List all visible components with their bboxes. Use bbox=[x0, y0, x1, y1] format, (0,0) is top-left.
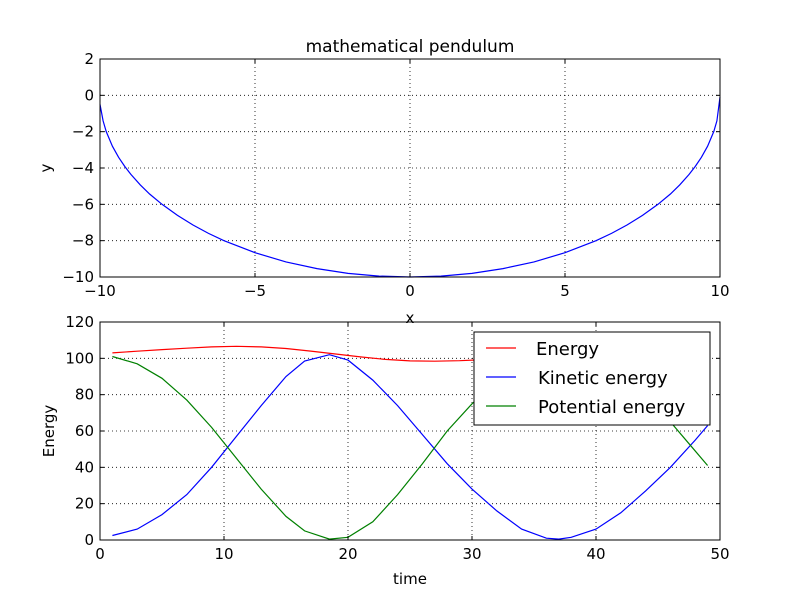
pendulum-ytick-label-3: −4 bbox=[72, 159, 94, 177]
energy-line-energy bbox=[112, 345, 485, 362]
pendulum-xtick-label-2: 0 bbox=[405, 282, 415, 300]
energy-ytick-label-6: 120 bbox=[65, 313, 94, 331]
legend-label-kinetic: Kinetic energy bbox=[538, 368, 668, 389]
energy-ytick-label-5: 100 bbox=[65, 349, 94, 367]
legend-label-energy: Energy bbox=[536, 339, 599, 360]
energy-xtick-label-0: 0 bbox=[95, 545, 105, 563]
pendulum-grid bbox=[100, 59, 720, 277]
energy-ytick-label-4: 80 bbox=[75, 386, 94, 404]
pendulum-xtick-label-1: −5 bbox=[244, 282, 266, 300]
pendulum-ytick-label-6: 2 bbox=[84, 50, 94, 68]
energy-ticks: 0 10 20 30 40 50 0 20 40 60 80 100 120 bbox=[65, 313, 729, 563]
pendulum-xtick-label-3: 5 bbox=[560, 282, 570, 300]
energy-xtick-label-4: 40 bbox=[586, 545, 605, 563]
pendulum-ytick-label-5: 0 bbox=[84, 86, 94, 104]
pendulum-ytick-label-0: −10 bbox=[62, 268, 94, 286]
energy-xtick-label-1: 10 bbox=[214, 545, 233, 563]
pendulum-xtick-label-0: −10 bbox=[84, 282, 116, 300]
energy-ytick-label-0: 0 bbox=[84, 531, 94, 549]
pendulum-ylabel: y bbox=[37, 163, 55, 172]
energy-ytick-label-1: 20 bbox=[75, 495, 94, 513]
energy-series bbox=[112, 345, 709, 540]
energy-line-kinetic-energy bbox=[112, 354, 709, 540]
pendulum-ticks: −10 −5 0 5 10 −10 −8 −6 −4 −2 0 2 bbox=[62, 50, 729, 300]
pendulum-ytick-label-4: −2 bbox=[72, 123, 94, 141]
energy-xtick-label-5: 50 bbox=[710, 545, 729, 563]
pendulum-xlabel: x bbox=[406, 309, 415, 327]
pendulum-xtick-label-4: 10 bbox=[710, 282, 729, 300]
pendulum-ytick-label-2: −6 bbox=[72, 195, 94, 213]
energy-xtick-label-3: 30 bbox=[462, 545, 481, 563]
energy-line-potential-energy bbox=[112, 355, 491, 540]
energy-ytick-label-2: 40 bbox=[75, 458, 94, 476]
energy-xlabel: time bbox=[393, 570, 427, 588]
pendulum-title: mathematical pendulum bbox=[306, 37, 515, 57]
pendulum-plot: −10 −5 0 5 10 −10 −8 −6 −4 −2 0 2 mathematical pend… bbox=[37, 37, 730, 327]
energy-legend: Energy Kinetic energy Potential energy bbox=[473, 331, 711, 426]
pendulum-ytick-label-1: −8 bbox=[72, 232, 94, 250]
energy-xtick-label-2: 20 bbox=[338, 545, 357, 563]
legend-label-potential: Potential energy bbox=[538, 397, 686, 418]
energy-line-series-3 bbox=[669, 421, 709, 466]
energy-ylabel: Energy bbox=[40, 405, 58, 458]
energy-plot: 0 10 20 30 40 50 0 20 40 60 80 100 120 time Energy E… bbox=[40, 313, 730, 588]
energy-ytick-label-3: 60 bbox=[75, 422, 94, 440]
